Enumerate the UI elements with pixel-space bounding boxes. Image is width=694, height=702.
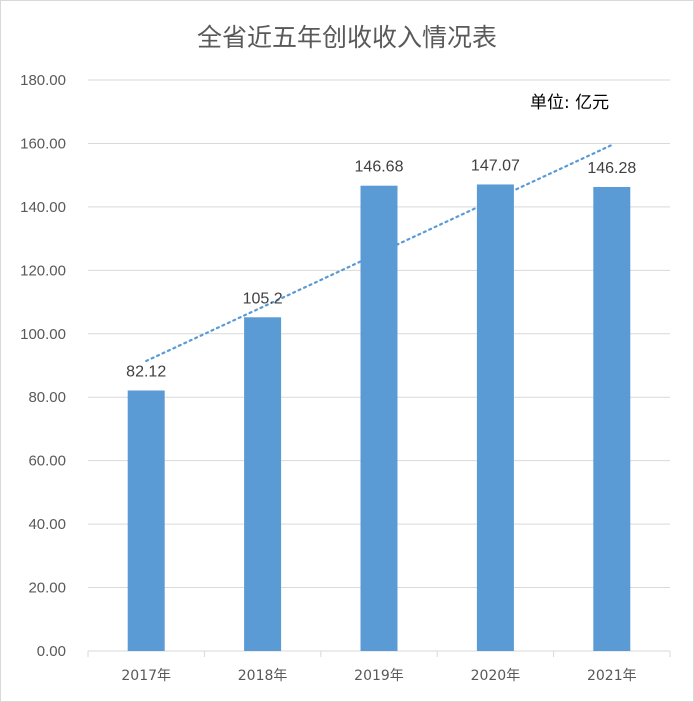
bar	[244, 317, 282, 651]
y-tick-label: 180.00	[20, 72, 66, 89]
x-tick-label: 2020年	[471, 668, 521, 684]
y-tick-label: 40.00	[28, 516, 66, 533]
data-label: 105.2	[243, 290, 283, 307]
y-tick-label: 20.00	[28, 580, 66, 597]
bar	[360, 185, 398, 652]
y-tick-label: 60.00	[28, 453, 66, 470]
x-tick-label: 2017年	[121, 668, 171, 684]
x-tick-label: 2021年	[587, 668, 637, 684]
y-tick-label: 140.00	[20, 199, 66, 216]
y-tick-label: 160.00	[20, 135, 66, 152]
bar	[593, 186, 631, 651]
data-label: 82.12	[126, 363, 166, 380]
x-tick-label: 2019年	[354, 668, 404, 684]
data-label: 146.68	[355, 159, 404, 176]
chart-title: 全省近五年创收收入情况表	[197, 23, 497, 52]
data-label: 147.07	[471, 157, 520, 174]
bar	[127, 390, 165, 651]
y-tick-label: 120.00	[20, 262, 66, 279]
y-tick-label: 80.00	[28, 389, 66, 406]
x-tick-label: 2018年	[238, 668, 288, 684]
unit-label: 单位: 亿元	[530, 93, 609, 113]
bar	[476, 184, 514, 651]
y-tick-label: 0.00	[37, 643, 66, 660]
data-label: 146.28	[587, 160, 636, 177]
trendline	[145, 143, 613, 363]
y-tick-label: 100.00	[20, 326, 66, 343]
